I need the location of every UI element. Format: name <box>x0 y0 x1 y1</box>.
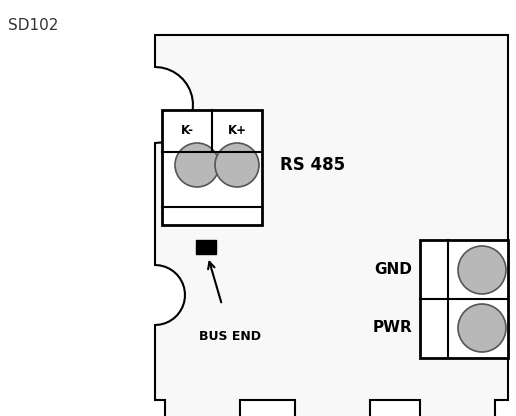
Text: BUS END: BUS END <box>199 330 261 343</box>
Text: GND: GND <box>374 262 412 277</box>
Text: RS 485: RS 485 <box>280 156 345 174</box>
Bar <box>420 240 508 358</box>
Circle shape <box>215 143 259 187</box>
Bar <box>196 240 216 254</box>
Circle shape <box>458 246 506 294</box>
Circle shape <box>458 304 506 352</box>
Bar <box>162 110 262 225</box>
Circle shape <box>175 143 219 187</box>
Text: PWR: PWR <box>372 320 412 335</box>
Text: K+: K+ <box>228 124 247 138</box>
Polygon shape <box>155 35 508 416</box>
Text: SD102: SD102 <box>8 18 58 33</box>
Text: K-: K- <box>181 124 194 138</box>
